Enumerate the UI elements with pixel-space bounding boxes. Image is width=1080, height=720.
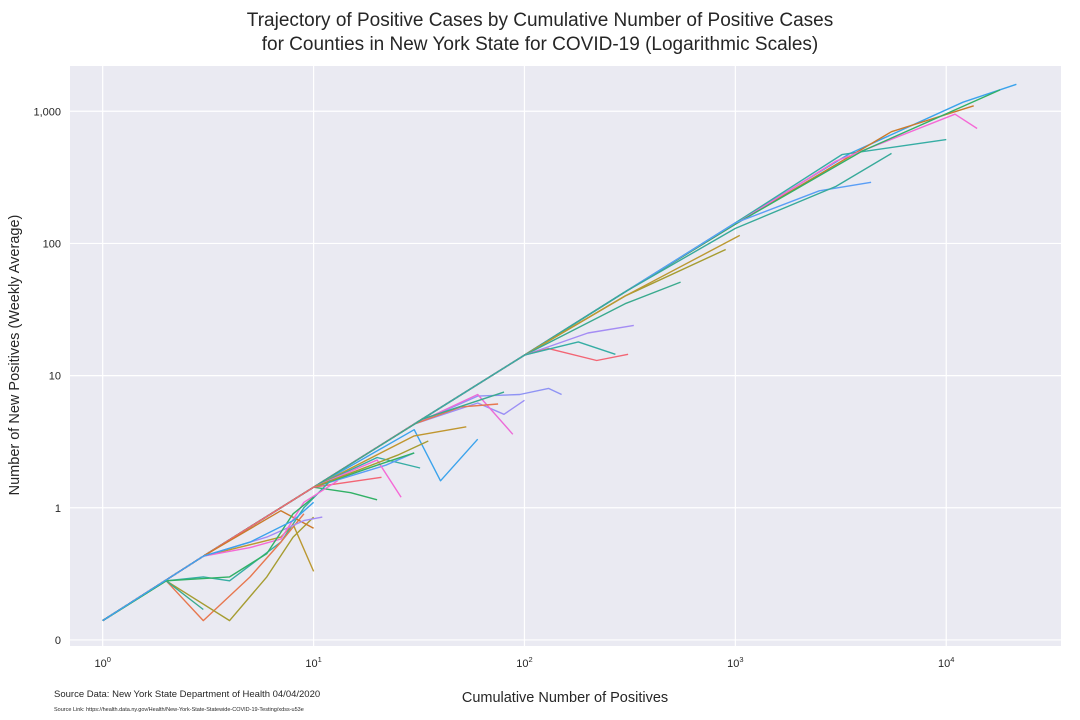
y-axis-ticks: 0 1 10 100 1,000 bbox=[33, 106, 61, 647]
y-tick-label-1: 1 bbox=[55, 503, 61, 515]
series-layer bbox=[102, 83, 1017, 622]
x-tick-label-1: 101 bbox=[305, 655, 321, 670]
x-axis-label: Cumulative Number of Positives bbox=[461, 690, 669, 706]
y-tick-label-3: 100 bbox=[43, 238, 61, 250]
y-tick-label-0: 0 bbox=[55, 635, 61, 647]
y-tick-label-2: 10 bbox=[49, 371, 61, 383]
chart-title-line-2: for Counties in New York State for COVID… bbox=[261, 34, 819, 55]
source-data-note: Source Data: New York State Department o… bbox=[54, 689, 321, 700]
series-line-36 bbox=[102, 501, 315, 622]
plot-area bbox=[70, 66, 1061, 646]
x-tick-label-2: 102 bbox=[516, 655, 532, 670]
x-tick-label-4: 104 bbox=[938, 655, 954, 670]
grid-lines bbox=[70, 66, 1061, 646]
chart-title-line-1: Trajectory of Positive Cases by Cumulati… bbox=[246, 10, 834, 31]
y-axis-label: Number of New Positives (Weekly Average) bbox=[7, 214, 23, 496]
x-tick-label-3: 103 bbox=[727, 655, 743, 670]
y-tick-label-4: 1,000 bbox=[33, 106, 61, 118]
source-link-note: Source Link: https://health.data.ny.gov/… bbox=[54, 707, 304, 713]
x-tick-label-0: 100 bbox=[94, 655, 110, 670]
x-axis-ticks: 100 101 102 103 104 bbox=[94, 655, 954, 670]
